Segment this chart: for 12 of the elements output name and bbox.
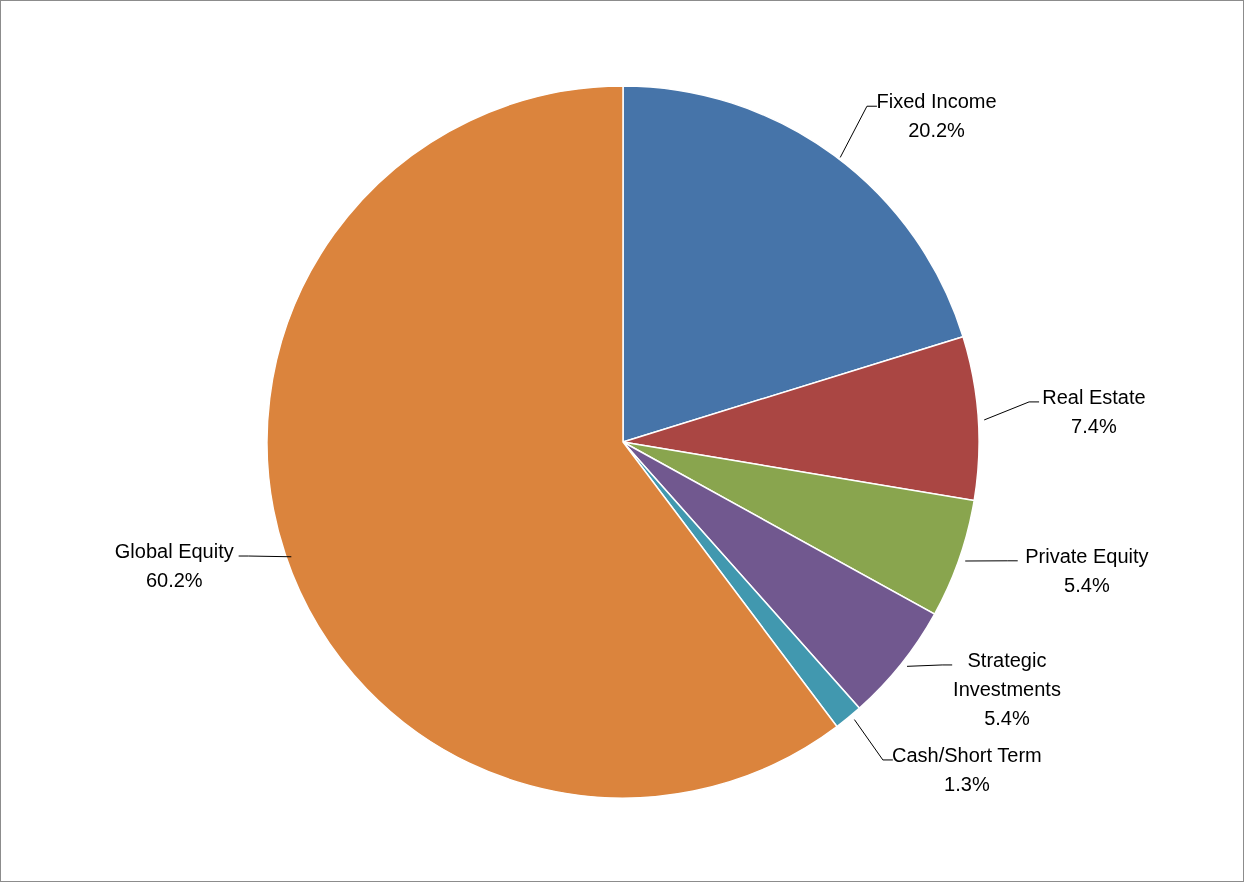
data-label: 7.4% [1071, 414, 1117, 437]
slice-label: Real Estate [1042, 385, 1146, 408]
data-label: 5.4% [984, 706, 1030, 729]
slice-label: Strategic Investments [953, 648, 1061, 700]
data-label: 5.4% [1064, 573, 1110, 596]
slice-label: Fixed Income [876, 90, 997, 113]
slice-label: Global Equity [114, 540, 234, 563]
data-label: 20.2% [908, 119, 966, 142]
data-label: 60.2% [145, 569, 203, 592]
slice-label: Cash/Short Term [892, 743, 1042, 766]
data-label: 1.3% [944, 772, 990, 795]
slice-label: Private Equity [1025, 544, 1149, 567]
